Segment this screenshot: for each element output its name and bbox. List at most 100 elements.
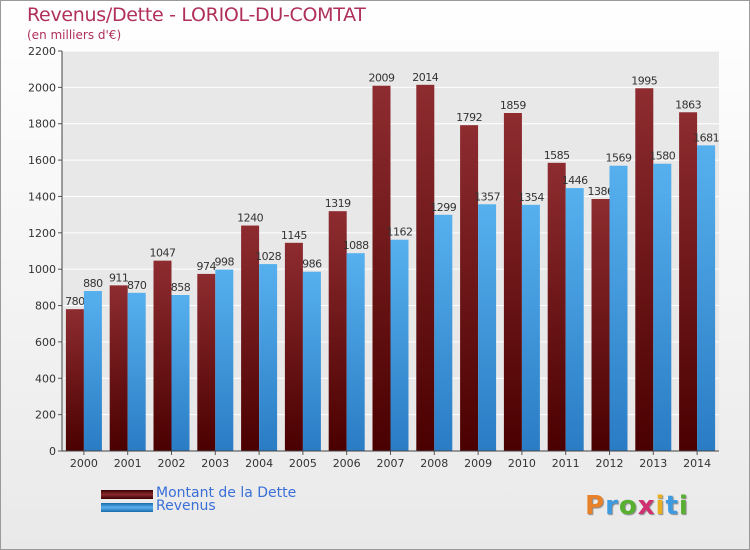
logo-letter: x (637, 491, 656, 521)
data-label-revenus: 870 (127, 279, 147, 292)
x-tick-label: 2005 (289, 457, 317, 470)
data-label-dette: 1863 (675, 98, 701, 111)
x-tick-label: 2013 (639, 457, 667, 470)
data-label-revenus: 1354 (518, 191, 544, 204)
legend-swatch-revenus (101, 503, 153, 512)
y-tick-label: 1600 (28, 154, 56, 167)
bar-revenus (478, 204, 497, 451)
bar-dette (241, 225, 260, 451)
logo-letter: o (618, 491, 638, 521)
data-label-revenus: 880 (83, 277, 103, 290)
bar-dette (591, 199, 610, 451)
x-tick-label: 2004 (245, 457, 273, 470)
legend-swatch-dette (101, 490, 153, 499)
bar-dette (65, 309, 84, 451)
x-tick-label: 2014 (683, 457, 711, 470)
x-tick-label: 2011 (552, 457, 580, 470)
data-label-revenus: 998 (215, 256, 235, 269)
bar-dette (416, 84, 435, 452)
bar-revenus (83, 291, 102, 451)
bar-revenus (302, 271, 321, 451)
logo-letter: r (605, 491, 619, 521)
bar-dette (109, 285, 128, 451)
y-tick-label: 200 (35, 409, 56, 422)
x-tick-label: 2010 (508, 457, 536, 470)
data-label-dette: 780 (65, 295, 85, 308)
data-label-revenus: 1569 (606, 152, 632, 165)
x-tick-label: 2001 (114, 457, 142, 470)
data-label-dette: 1585 (544, 149, 570, 162)
bar-revenus (697, 145, 716, 451)
bar-dette (503, 113, 522, 451)
data-label-dette: 911 (109, 271, 129, 284)
data-label-revenus: 1446 (562, 174, 588, 187)
logo-letter: i (655, 491, 666, 521)
y-tick-label: 2000 (28, 81, 56, 94)
bar-dette (547, 162, 566, 451)
bar-revenus (609, 165, 628, 451)
y-tick-label: 0 (49, 445, 56, 458)
x-tick-label: 2008 (420, 457, 448, 470)
bar-revenus (259, 264, 278, 451)
logo-letter: t (665, 491, 679, 521)
x-tick-label: 2006 (333, 457, 361, 470)
y-tick-label: 1400 (28, 190, 56, 203)
data-label-revenus: 858 (171, 281, 191, 294)
data-label-dette: 2014 (412, 71, 438, 84)
y-tick-label: 800 (35, 300, 56, 313)
data-label-dette: 1047 (150, 247, 176, 260)
data-label-dette: 1145 (281, 229, 307, 242)
data-label-revenus: 1028 (255, 250, 281, 263)
data-label-revenus: 1088 (343, 239, 369, 252)
logo-letter: i (678, 491, 689, 521)
data-label-dette: 1859 (500, 99, 526, 112)
bar-revenus (521, 204, 540, 451)
bar-dette (460, 125, 479, 451)
data-label-revenus: 1299 (430, 201, 456, 214)
data-label-dette: 1995 (631, 74, 657, 87)
chart-title: Revenus/Dette - LORIOL-DU-COMTAT (27, 4, 366, 26)
proxiti-logo: Proxiti (585, 491, 689, 521)
data-label-revenus: 1162 (387, 226, 413, 239)
x-tick-label: 2007 (377, 457, 405, 470)
data-label-dette: 1792 (456, 111, 482, 124)
bar-dette (635, 88, 654, 451)
logo-letter: P (585, 491, 606, 521)
data-label-dette: 1319 (325, 197, 351, 210)
bar-revenus (127, 292, 146, 451)
bar-revenus (215, 269, 234, 451)
y-tick-label: 400 (35, 372, 56, 385)
x-tick-label: 2000 (70, 457, 98, 470)
bar-revenus (653, 163, 672, 451)
y-tick-label: 2200 (28, 45, 56, 58)
bar-dette (197, 273, 216, 451)
legend-label-dette: Montant de la Dette (156, 485, 297, 501)
bar-revenus (346, 253, 365, 451)
x-tick-label: 2003 (201, 457, 229, 470)
bar-dette (328, 211, 347, 451)
bar-dette (372, 85, 391, 452)
x-tick-label: 2002 (158, 457, 186, 470)
chart-subtitle: (en milliers d'€) (27, 28, 122, 42)
bar-dette (153, 260, 172, 451)
x-tick-label: 2012 (596, 457, 624, 470)
bar-revenus (171, 295, 190, 451)
y-tick-label: 1200 (28, 227, 56, 240)
bar-dette (284, 242, 303, 451)
data-label-dette: 1240 (237, 212, 263, 225)
x-tick-label: 2009 (464, 457, 492, 470)
data-label-revenus: 1681 (693, 131, 719, 144)
y-tick-label: 1000 (28, 263, 56, 276)
bar-revenus (565, 188, 584, 451)
bar-revenus (390, 239, 409, 451)
data-label-revenus: 1357 (474, 190, 500, 203)
data-label-dette: 974 (197, 260, 217, 273)
bar-dette (679, 112, 698, 451)
legend-label-revenus: Revenus (156, 498, 216, 514)
bar-revenus (434, 214, 453, 451)
y-tick-label: 1800 (28, 118, 56, 131)
y-tick-label: 600 (35, 336, 56, 349)
data-label-dette: 1386 (588, 185, 614, 198)
